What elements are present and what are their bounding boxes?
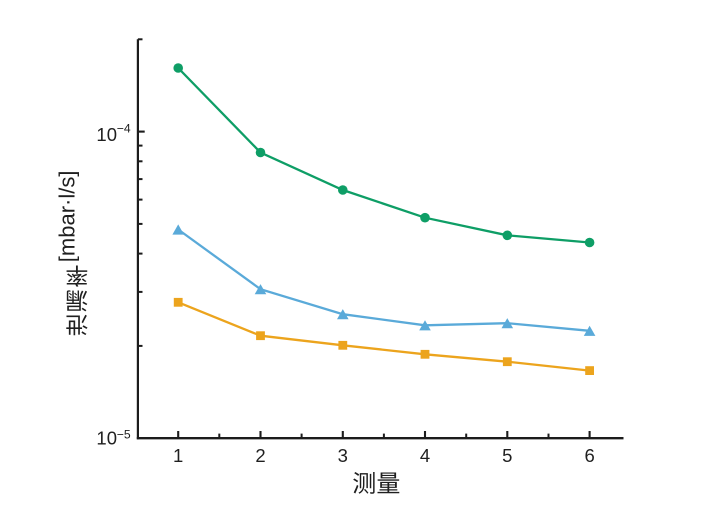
svg-text:[mbar·l/s]: [mbar·l/s] [54,171,79,263]
svg-text:6: 6 [584,445,594,466]
svg-text:1: 1 [173,445,183,466]
svg-text:5: 5 [502,445,512,466]
svg-text:10: 10 [96,124,117,145]
svg-text:10: 10 [96,428,117,449]
svg-text:4: 4 [420,445,430,466]
svg-text:2: 2 [255,445,265,466]
svg-text:3: 3 [338,445,348,466]
svg-text:−4: −4 [117,122,131,136]
svg-text:−5: −5 [117,427,131,441]
